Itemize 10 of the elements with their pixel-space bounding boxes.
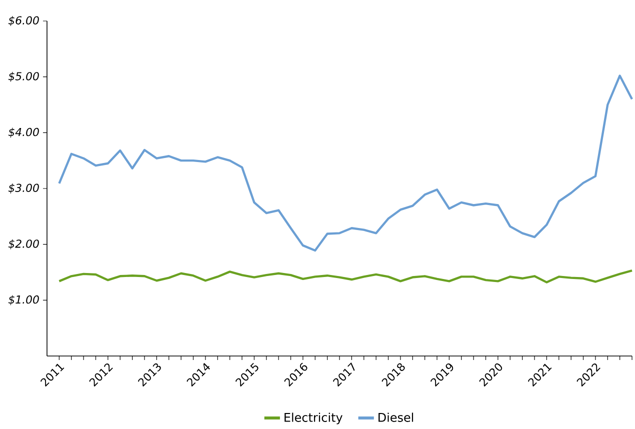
line-series [58,74,634,252]
y-tick-label: $2.00 [8,239,39,250]
y-tick-label: $1.00 [8,295,39,306]
y-tick-label: $6.00 [8,16,39,26]
legend-label: Diesel [378,412,414,422]
legend-label: Electricity [284,412,342,424]
y-tick-label: $4.00 [8,128,39,138]
y-tick-label: $5.00 [8,72,39,82]
y-tick-label: $3.00 [8,184,39,194]
line-series [58,269,634,284]
